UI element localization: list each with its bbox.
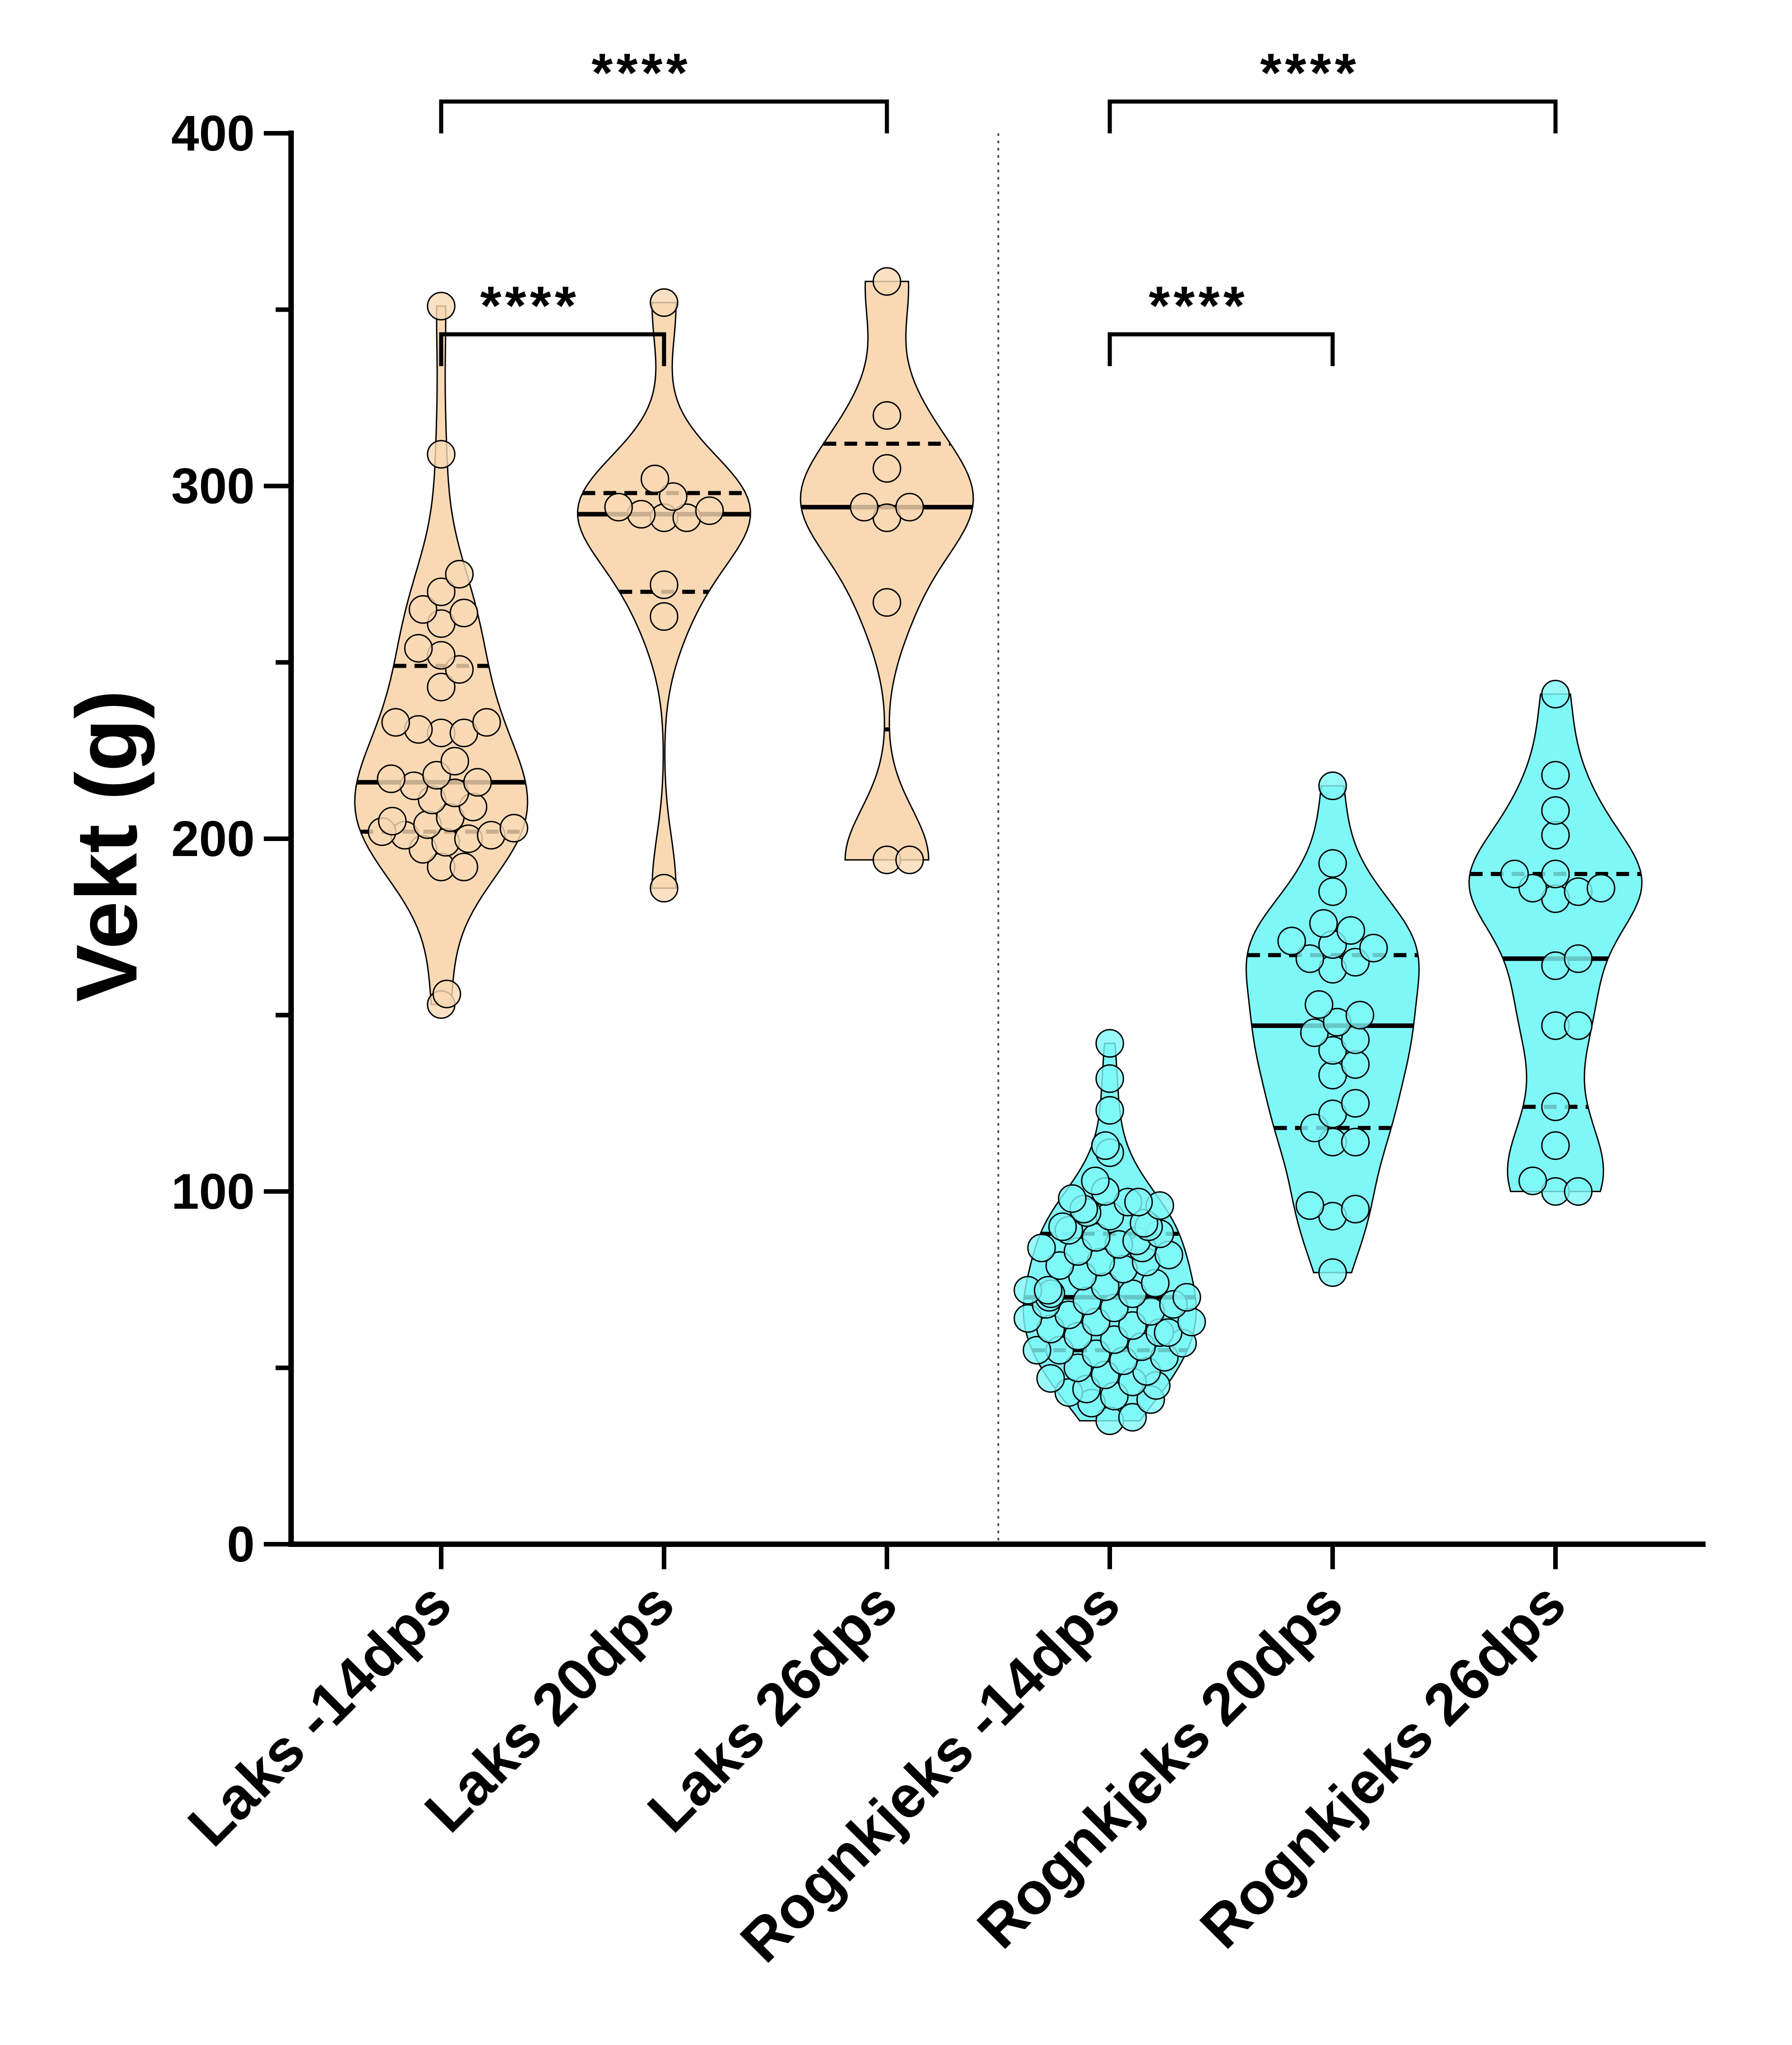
significance-label-4: **** [1260, 42, 1360, 103]
data-point-laks-26dps [873, 589, 901, 616]
data-point-rognkjeks-20dps [1310, 910, 1337, 937]
data-point-rognkjeks-14dps [1037, 1365, 1064, 1392]
data-point-laks-14dps [473, 709, 500, 736]
data-point-rognkjeks-20dps [1342, 1195, 1369, 1223]
data-point-rognkjeks-14dps [1092, 1132, 1119, 1159]
data-point-rognkjeks-20dps [1319, 850, 1346, 877]
data-point-rognkjeks-26dps [1542, 761, 1569, 789]
x-tick-label-rognkjeks-26dps: Rognkjeks 26dps [1187, 1570, 1578, 1961]
significance-label-3: **** [1149, 275, 1248, 336]
data-point-laks-20dps [650, 289, 678, 316]
significance-bracket-1 [441, 334, 664, 366]
data-point-rognkjeks-20dps [1305, 991, 1333, 1018]
data-point-rognkjeks-20dps [1337, 917, 1364, 944]
data-point-rognkjeks-26dps [1501, 861, 1528, 888]
data-point-rognkjeks-20dps [1319, 878, 1346, 905]
data-point-laks-26dps [896, 494, 923, 521]
data-point-rognkjeks-26dps [1542, 821, 1569, 849]
data-point-rognkjeks-20dps [1346, 1002, 1374, 1029]
data-point-rognkjeks-20dps [1278, 927, 1305, 955]
violin-layer [355, 282, 1642, 1421]
data-point-rognkjeks-26dps [1542, 680, 1569, 708]
significance-bracket-4 [1110, 101, 1555, 133]
y-tick-label-200: 200 [171, 811, 255, 867]
data-point-rognkjeks-14dps [1058, 1185, 1086, 1212]
data-point-rognkjeks-14dps [1096, 1097, 1123, 1124]
data-point-rognkjeks-20dps [1342, 1128, 1369, 1156]
data-point-laks-14dps [500, 815, 528, 842]
data-point-rognkjeks-20dps [1319, 772, 1346, 800]
data-point-laks-14dps [450, 853, 478, 881]
data-point-rognkjeks-14dps [1125, 1189, 1152, 1216]
data-point-rognkjeks-26dps [1542, 1132, 1569, 1159]
y-tick-label-300: 300 [171, 458, 255, 514]
data-point-laks-20dps [650, 571, 678, 599]
significance-bracket-2 [441, 101, 887, 133]
significance-label-1: **** [480, 275, 580, 336]
data-point-rognkjeks-20dps [1360, 934, 1387, 962]
x-tick-label-laks-14dps: Laks -14dps [175, 1570, 464, 1859]
data-point-laks-14dps [441, 747, 468, 775]
data-point-rognkjeks-14dps [1028, 1234, 1055, 1262]
data-point-rognkjeks-20dps [1319, 1259, 1346, 1286]
data-point-rognkjeks-26dps [1565, 1178, 1592, 1205]
data-point-laks-26dps [873, 455, 901, 482]
data-point-laks-26dps [873, 268, 901, 295]
data-point-laks-26dps [873, 402, 901, 429]
violin-laks-26dps [800, 282, 973, 860]
data-point-rognkjeks-14dps [1173, 1284, 1200, 1311]
data-point-laks-26dps [851, 494, 878, 521]
data-point-laks-14dps [428, 441, 455, 468]
data-point-rognkjeks-14dps [1034, 1277, 1062, 1304]
data-point-laks-20dps [605, 494, 632, 521]
data-point-rognkjeks-26dps [1542, 861, 1569, 888]
x-tick-label-rognkjeks-20dps: Rognkjeks 20dps [964, 1570, 1355, 1961]
data-point-laks-14dps [446, 560, 473, 588]
y-axis-label: Vekt (g) [59, 690, 155, 1002]
violin-chart: 0 100 200 300 400 Laks -14dpsLaks 20dpsLaks … [0, 0, 1792, 2045]
significance-bracket-3 [1110, 334, 1333, 366]
data-point-rognkjeks-14dps [1096, 1065, 1123, 1092]
data-point-rognkjeks-26dps [1542, 797, 1569, 824]
data-point-laks-26dps [896, 846, 923, 874]
data-point-rognkjeks-26dps [1565, 945, 1592, 972]
data-point-rognkjeks-26dps [1542, 1093, 1569, 1120]
data-point-laks-14dps [378, 765, 405, 792]
data-point-rognkjeks-14dps [1096, 1030, 1123, 1057]
data-point-rognkjeks-20dps [1342, 1090, 1369, 1117]
data-point-laks-20dps [650, 875, 678, 902]
data-point-rognkjeks-20dps [1296, 1192, 1324, 1219]
y-tick-label-400: 400 [171, 106, 255, 161]
data-point-laks-20dps [696, 497, 723, 524]
data-point-laks-20dps [641, 465, 669, 493]
y-tick-label-100: 100 [171, 1164, 255, 1220]
x-tick-label-rognkjeks-14dps: Rognkjeks -14dps [728, 1570, 1133, 1975]
significance-label-2: **** [592, 42, 691, 103]
data-point-laks-14dps [433, 980, 460, 1007]
data-point-rognkjeks-14dps [1082, 1167, 1109, 1194]
data-point-laks-14dps [379, 807, 406, 835]
data-point-rognkjeks-26dps [1519, 1167, 1546, 1194]
data-point-laks-14dps [428, 292, 455, 320]
data-point-laks-14dps [450, 599, 478, 627]
data-point-rognkjeks-26dps [1587, 875, 1615, 902]
data-point-laks-14dps [464, 769, 491, 796]
point-layer [368, 268, 1615, 1435]
data-point-laks-14dps [405, 635, 432, 662]
data-point-rognkjeks-26dps [1565, 1012, 1592, 1039]
x-ticks: Laks -14dpsLaks 20dpsLaks 26dpsRognkjeks… [175, 1544, 1578, 1974]
y-ticks: 0 100 200 300 400 [171, 106, 291, 1572]
data-point-laks-14dps [382, 709, 409, 736]
data-point-laks-20dps [650, 603, 678, 630]
y-tick-label-0: 0 [227, 1516, 255, 1572]
